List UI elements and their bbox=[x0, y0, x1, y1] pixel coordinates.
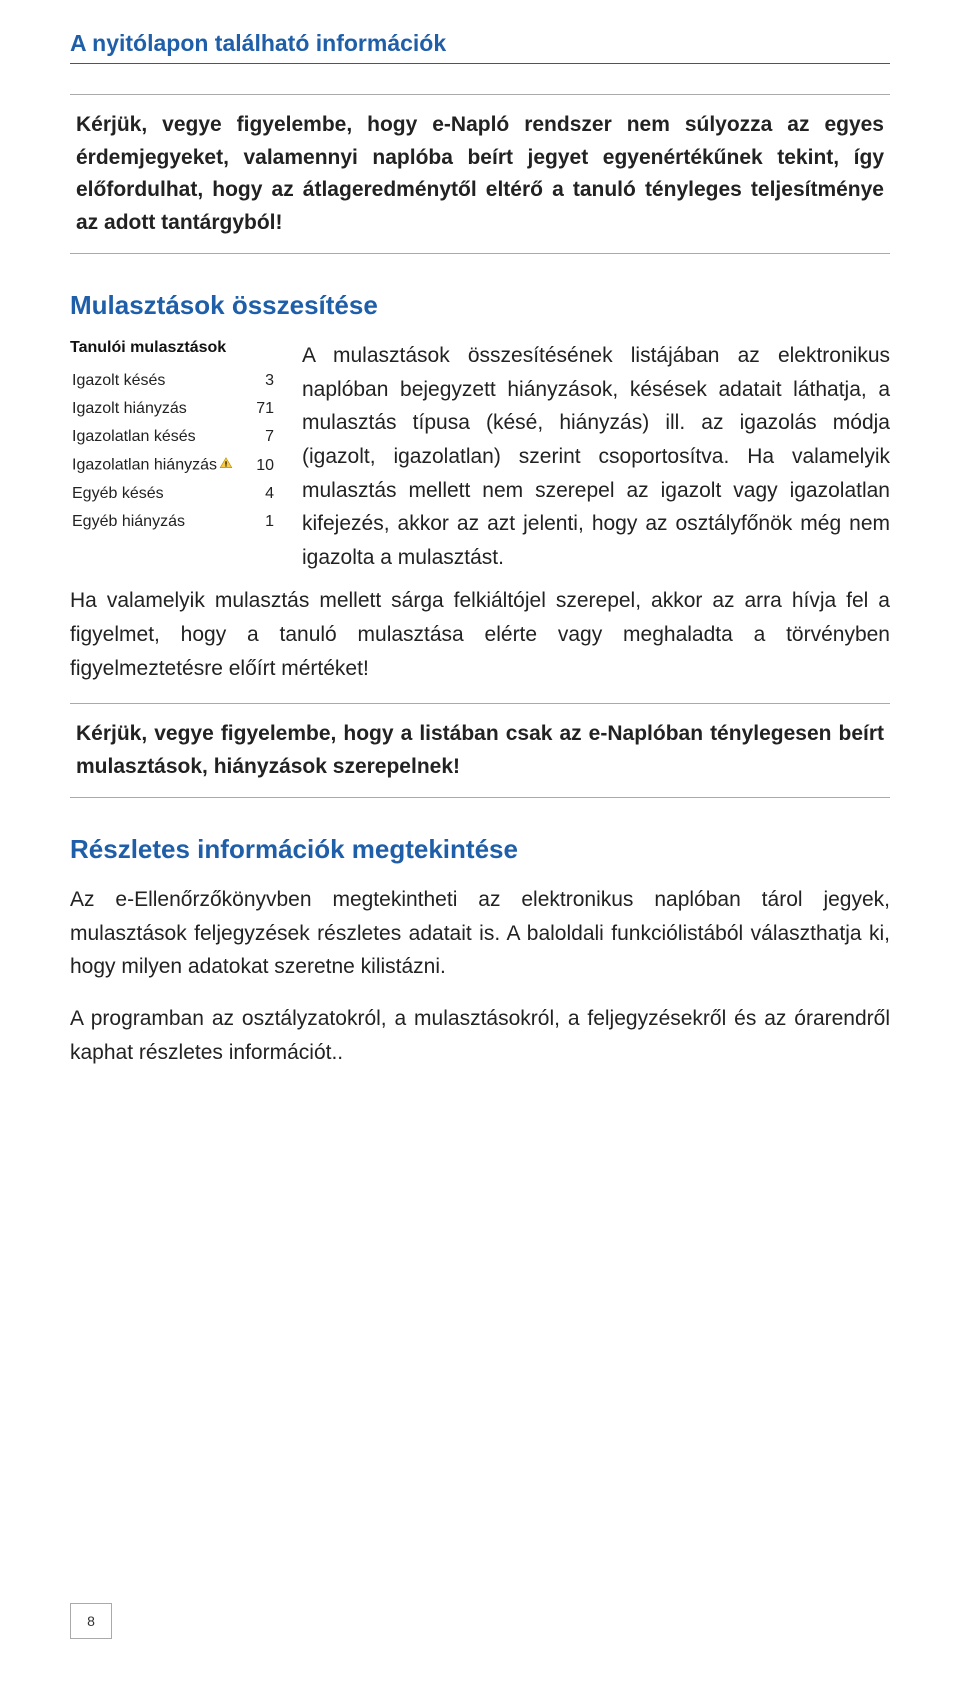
info-note-1: Kérjük, vegye figyelembe, hogy e-Napló r… bbox=[70, 94, 890, 254]
absences-two-column: Tanulói mulasztások Igazolt késés3Igazol… bbox=[70, 339, 890, 574]
info-note-2-text: Kérjük, vegye figyelembe, hogy a listába… bbox=[76, 718, 884, 783]
row-value: 3 bbox=[252, 367, 280, 395]
table-row: Igazolt hiányzás71 bbox=[70, 395, 280, 423]
row-value: 4 bbox=[252, 480, 280, 508]
row-value: 1 bbox=[252, 508, 280, 536]
details-para-1: Az e-Ellenőrzőkönyvben megtekintheti az … bbox=[70, 883, 890, 984]
page-header: A nyitólapon található információk bbox=[70, 30, 890, 64]
absences-table-wrap: Tanulói mulasztások Igazolt késés3Igazol… bbox=[70, 339, 280, 574]
table-row: Igazolatlan hiányzás10 bbox=[70, 451, 280, 480]
page-title: A nyitólapon található információk bbox=[70, 30, 446, 56]
table-row: Igazolt késés3 bbox=[70, 367, 280, 395]
table-row: Egyéb hiányzás1 bbox=[70, 508, 280, 536]
document-page: A nyitólapon található információk Kérjü… bbox=[0, 0, 960, 1689]
row-value: 10 bbox=[252, 451, 280, 480]
row-label: Egyéb hiányzás bbox=[70, 508, 252, 536]
details-para-2: A programban az osztályzatokról, a mulas… bbox=[70, 1002, 890, 1069]
section-heading-absences: Mulasztások összesítése bbox=[70, 290, 890, 321]
row-label: Igazolatlan hiányzás bbox=[70, 451, 252, 480]
absences-description: A mulasztások összesítésének listájában … bbox=[302, 339, 890, 574]
table-row: Igazolatlan késés7 bbox=[70, 423, 280, 451]
section-heading-details: Részletes információk megtekintése bbox=[70, 834, 890, 865]
row-label: Igazolatlan késés bbox=[70, 423, 252, 451]
row-label: Igazolt késés bbox=[70, 367, 252, 395]
info-note-2: Kérjük, vegye figyelembe, hogy a listába… bbox=[70, 703, 890, 798]
row-value: 7 bbox=[252, 423, 280, 451]
absences-para-right: A mulasztások összesítésének listájában … bbox=[302, 339, 890, 574]
row-label: Egyéb késés bbox=[70, 480, 252, 508]
warning-icon bbox=[219, 456, 233, 475]
table-row: Egyéb késés4 bbox=[70, 480, 280, 508]
absences-table-title: Tanulói mulasztások bbox=[70, 339, 280, 357]
row-value: 71 bbox=[252, 395, 280, 423]
info-note-1-text: Kérjük, vegye figyelembe, hogy e-Napló r… bbox=[76, 109, 884, 239]
absences-para-below: Ha valamelyik mulasztás mellett sárga fe… bbox=[70, 584, 890, 685]
absences-table: Igazolt késés3Igazolt hiányzás71Igazolat… bbox=[70, 367, 280, 536]
page-number: 8 bbox=[70, 1603, 112, 1639]
row-label: Igazolt hiányzás bbox=[70, 395, 252, 423]
